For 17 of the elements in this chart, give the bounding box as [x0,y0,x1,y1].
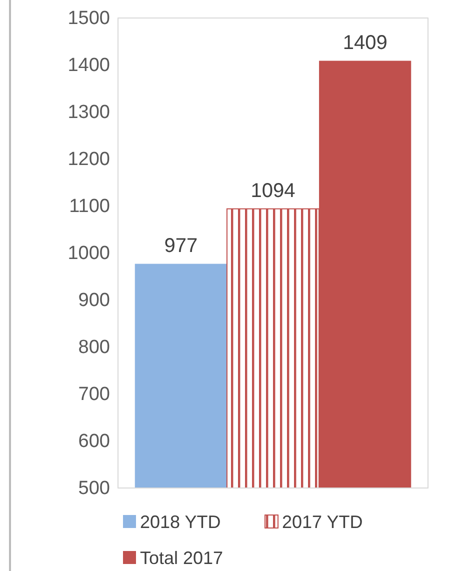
legend-label: 2017 YTD [282,512,363,532]
y-tick-label: 1500 [68,8,110,30]
legend-label: Total 2017 [140,548,224,568]
y-tick-label: 1400 [68,55,110,76]
y-tick-label: 1300 [68,102,110,124]
data-label: 1094 [250,180,296,202]
y-tick-label: 500 [78,478,110,500]
y-tick-label: 1200 [68,149,110,170]
y-tick-label: 1000 [68,243,110,264]
y-tick-label: 800 [78,337,110,358]
y-tick-label: 700 [78,384,110,406]
y-tick-label: 600 [78,431,110,452]
y-tick-label: 1100 [69,196,110,218]
data-label: 1409 [342,32,388,54]
y-tick-label: 900 [78,290,110,312]
data-label: 977 [164,234,198,257]
legend-label: 2018 YTD [140,512,221,532]
